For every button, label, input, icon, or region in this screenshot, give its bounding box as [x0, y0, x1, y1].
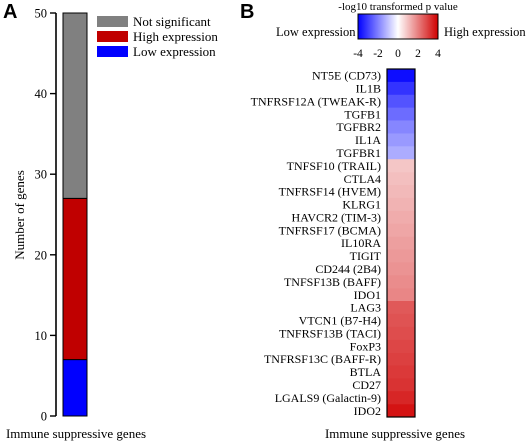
colorbar-high-label: High expression [444, 25, 526, 39]
heatmap-cell [387, 172, 415, 186]
heatmap-cell [387, 262, 415, 276]
gene-label: LAG3 [350, 301, 381, 315]
gene-label: IDO1 [354, 288, 381, 302]
y-tick-label: 0 [41, 410, 47, 424]
gene-label: IL1A [355, 133, 381, 147]
bar-segment-high-expression [62, 197, 88, 361]
gene-label: TNFRSF13C (BAFF-R) [264, 352, 381, 366]
y-tick-label: 50 [35, 7, 48, 21]
gene-label: LGALS9 (Galactin-9) [275, 391, 381, 405]
colorbar-tick-label: 0 [395, 48, 401, 60]
heatmap-cell [387, 197, 415, 212]
gene-label: TNFRSF17 (BCMA) [279, 223, 381, 237]
gene-label: CTLA4 [344, 172, 381, 186]
gene-label: VTCN1 (B7-H4) [299, 314, 381, 328]
gene-label: CD244 (2B4) [315, 262, 381, 276]
heatmap-cell [387, 210, 415, 224]
heatmap-cell [387, 120, 415, 134]
legend-swatch [97, 16, 128, 27]
heatmap-cell [387, 133, 415, 147]
gene-label: CD27 [352, 378, 381, 392]
heatmap-cell [387, 339, 415, 353]
legend-swatch [97, 46, 128, 57]
gene-label: NT5E (CD73) [312, 69, 381, 83]
gene-label: TGFB1 [344, 107, 381, 121]
gene-label: KLRG1 [342, 198, 381, 212]
heatmap-cell [387, 94, 415, 108]
x-axis-label: Immune suppressive genes [6, 426, 146, 441]
panel-a-letter: A [3, 1, 17, 23]
heatmap-cell [387, 301, 415, 315]
y-tick-label: 10 [35, 329, 48, 343]
gene-label: IL10RA [341, 236, 381, 250]
y-tick-label: 20 [35, 248, 48, 262]
colorbar-tick-label: -2 [373, 48, 383, 60]
heatmap-cell [387, 288, 415, 302]
colorbar-title: -log10 transformed p value [338, 1, 458, 13]
heatmap-cell [387, 236, 415, 250]
heatmap-cell [387, 326, 415, 340]
colorbar-tick-label: -4 [353, 48, 363, 60]
y-tick-label: 40 [35, 87, 48, 101]
legend-label: Low expression [133, 44, 216, 59]
heatmap-cell [387, 391, 415, 405]
gene-label: TNFRSF12A (TWEAK-R) [251, 94, 381, 108]
legend-swatch [97, 31, 128, 42]
heatmap-cell [387, 365, 415, 379]
heatmap-cell [387, 313, 415, 328]
heatmap-cell [387, 275, 415, 289]
gene-label: TGFBR1 [336, 146, 381, 160]
heatmap-cell [387, 249, 415, 263]
heatmap-cell [387, 352, 415, 366]
heatmap-x-label: Immune suppressive genes [325, 426, 465, 441]
heatmap-cell [387, 146, 415, 160]
gene-label: HAVCR2 (TIM-3) [292, 210, 381, 224]
heatmap-cell [387, 159, 415, 173]
gene-label: TNFRSF14 (HVEM) [279, 185, 381, 199]
heatmap-cell [387, 107, 415, 121]
legend-label: Not significant [133, 14, 211, 29]
gene-label: TGFBR2 [336, 120, 381, 134]
heatmap-cell [387, 81, 415, 96]
y-tick-label: 30 [35, 168, 48, 182]
heatmap-border [386, 68, 416, 418]
y-axis-label: Number of genes [12, 170, 27, 260]
gene-label: IL1B [356, 82, 381, 96]
heatmap-cell [387, 185, 415, 199]
bar-segment-low-expression [62, 359, 88, 417]
gene-label: TNFSF10 (TRAIL) [287, 159, 381, 173]
colorbar-tick-label: 2 [415, 48, 421, 60]
colorbar-tick-label: 4 [435, 48, 441, 60]
heatmap-cell [387, 69, 415, 83]
gene-label: IDO2 [354, 404, 381, 418]
heatmap-cell [387, 404, 415, 418]
heatmap-cell [387, 378, 415, 392]
gene-label: TNFRSF13B (TACI) [279, 326, 381, 340]
heatmap-chart: -log10 transformed p value Low expressio… [251, 1, 526, 441]
gene-label: TNFSF13B (BAFF) [284, 275, 381, 289]
gene-label: BTLA [350, 365, 382, 379]
stacked-bar-chart: 0 10 20 30 40 50 Number of genes Immune suppr… [6, 7, 218, 442]
bar-segment-not-significant [62, 12, 88, 199]
panel-b-letter: B [240, 1, 254, 23]
heatmap-cell [387, 223, 415, 237]
colorbar [357, 13, 439, 40]
colorbar-low-label: Low expression [276, 25, 356, 39]
legend-label: High expression [133, 29, 218, 44]
gene-label: FoxP3 [350, 339, 381, 353]
gene-label: TIGIT [350, 249, 382, 263]
